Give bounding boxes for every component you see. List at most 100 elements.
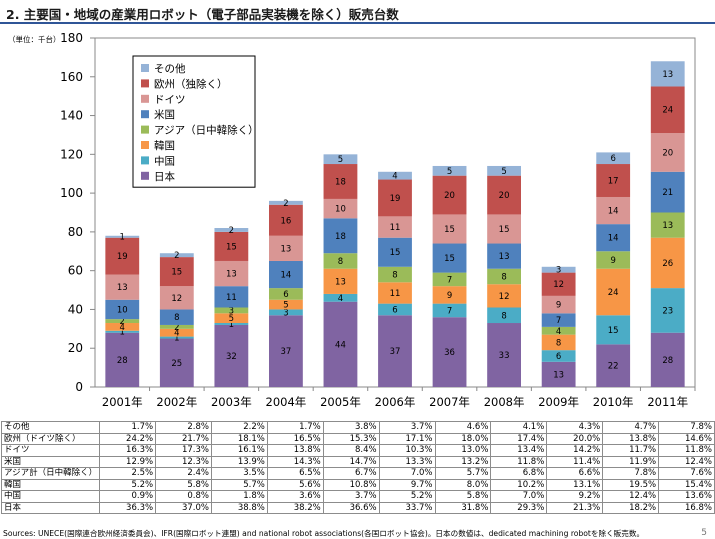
table-cell: 13.8%	[602, 432, 660, 445]
table-row: 韓国 5.2% 5.8% 5.7% 5.6% 10.8% 9.7% 8.0% 10.2% 13.1…	[0, 478, 715, 491]
table-row-label: 中国	[0, 490, 101, 503]
data-label: 6	[392, 305, 397, 315]
table-row-label: ドイツ	[0, 444, 101, 457]
table-cell: 8.0%	[434, 478, 492, 491]
y-tick-label: 0	[75, 380, 83, 394]
table-cell: 38.2%	[266, 501, 324, 514]
y-tick-label: 60	[68, 264, 83, 278]
data-label: 6	[556, 352, 561, 362]
legend-swatch	[141, 94, 149, 103]
legend-swatch	[141, 79, 149, 88]
table-cell: 37.0%	[155, 501, 212, 514]
data-label: 15	[226, 242, 237, 252]
y-tick-label: 80	[68, 225, 83, 239]
data-label: 8	[174, 313, 179, 323]
bar-segment	[432, 272, 467, 287]
data-label: 11	[226, 293, 237, 303]
share-table: その他 1.7% 2.8% 2.2% 1.7% 3.8% 3.7% 4.6% 4.1% 4.3% 4…	[0, 421, 715, 514]
table-cell: 14.6%	[658, 432, 715, 445]
data-label: 20	[444, 191, 455, 201]
table-cell: 15.4%	[658, 478, 715, 491]
data-label: 19	[117, 252, 128, 262]
data-label: 10	[117, 305, 128, 315]
table-cell: 14.7%	[322, 455, 380, 468]
data-label: 5	[229, 314, 234, 324]
table-cell: 12.9%	[99, 455, 157, 468]
data-label: 12	[499, 292, 510, 302]
bar-segment	[105, 237, 140, 275]
data-label: 24	[608, 288, 619, 298]
bar-segment	[541, 350, 576, 362]
table-cell: 16.5%	[266, 432, 324, 445]
bar-segment	[323, 154, 358, 165]
bar-segment	[159, 338, 194, 387]
data-label: 2	[283, 199, 288, 209]
table-row: ドイツ 16.3% 17.3% 16.1% 13.8% 8.4% 10.3% 13.0% 13.…	[0, 444, 715, 457]
table-cell: 7.8%	[658, 421, 715, 434]
unit-label: （単位：千台）	[8, 34, 61, 44]
x-tick-label: 2003年	[211, 395, 252, 409]
table-cell: 17.3%	[155, 444, 212, 457]
table-cell: 21.3%	[546, 501, 604, 514]
data-label: 8	[556, 338, 561, 348]
data-label: 11	[390, 223, 401, 233]
bar-segment	[650, 133, 685, 172]
data-label: 14	[280, 271, 291, 281]
data-label: 21	[662, 188, 673, 198]
bar-segment	[323, 293, 358, 302]
bar-segment	[323, 253, 358, 269]
legend-label: アジア（日中韓除く）	[154, 124, 259, 137]
table-cell: 3.7%	[322, 490, 380, 503]
legend-label: 日本	[154, 170, 175, 183]
legend-label: その他	[154, 62, 186, 75]
data-label: 11	[390, 289, 401, 299]
data-label: 12	[171, 294, 182, 304]
table-cell: 5.7%	[434, 467, 492, 480]
data-label: 25	[171, 359, 182, 369]
bar-segment	[650, 212, 685, 238]
bar-segment	[650, 237, 685, 289]
bar-segment	[432, 286, 467, 304]
table-cell: 5.8%	[155, 478, 212, 491]
data-label: 13	[280, 244, 291, 254]
bar-segment	[323, 198, 358, 219]
x-tick-label: 2007年	[429, 395, 470, 409]
data-label: 15	[171, 268, 182, 278]
data-label: 6	[283, 290, 288, 300]
bar-segment	[650, 86, 685, 134]
data-label: 5	[338, 155, 343, 165]
table-row: 米国 12.9% 12.3% 13.9% 14.3% 14.7% 13.3% 13.2% 11.…	[0, 455, 715, 468]
table-cell: 2.4%	[155, 467, 212, 480]
bar-segment	[214, 231, 249, 261]
table-cell: 5.6%	[266, 478, 324, 491]
data-label: 13	[335, 277, 346, 287]
legend-box	[132, 55, 256, 188]
bar-segment	[378, 266, 412, 283]
data-label: 2	[229, 226, 234, 236]
table-row-label: 韓国	[0, 478, 101, 491]
table-row-label: 米国	[0, 455, 101, 468]
x-tick-label: 2011年	[647, 395, 688, 409]
x-tick-label: 2006年	[375, 395, 416, 409]
legend-swatch	[141, 156, 149, 165]
data-label: 7	[556, 316, 561, 326]
bar-segment	[432, 243, 467, 273]
table-cell: 9.7%	[378, 478, 436, 491]
bar-segment	[269, 315, 303, 387]
bar-segment	[159, 336, 194, 339]
table-cell: 13.1%	[546, 478, 604, 491]
bar-segment	[269, 299, 303, 310]
bar-segment	[432, 214, 467, 244]
table-cell: 2.5%	[99, 467, 157, 480]
data-label: 9	[610, 256, 615, 266]
data-label: 44	[335, 340, 346, 350]
page-number: 5	[701, 528, 707, 538]
data-label: 8	[338, 257, 343, 267]
y-tick-label: 180	[60, 31, 83, 45]
data-label: 19	[390, 194, 401, 204]
data-label: 4	[556, 327, 561, 337]
bar-segment	[378, 282, 412, 304]
table-cell: 18.1%	[210, 432, 268, 445]
table-cell: 3.7%	[378, 421, 436, 434]
bar-segment	[541, 313, 576, 327]
